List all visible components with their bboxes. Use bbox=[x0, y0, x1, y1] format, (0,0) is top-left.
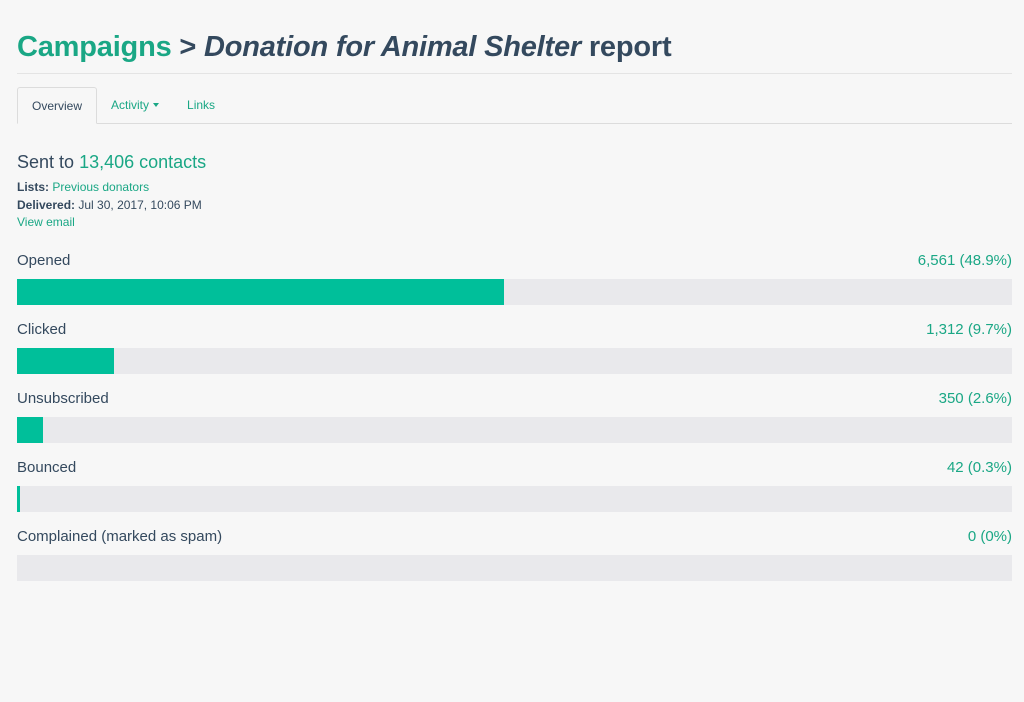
stat-value: 350 (2.6%) bbox=[938, 389, 1012, 407]
progress-fill bbox=[17, 278, 504, 305]
sent-count: 13,406 contacts bbox=[79, 152, 207, 172]
lists-row: Lists: Previous donators bbox=[17, 179, 1012, 197]
stat-value: 1,312 (9.7%) bbox=[926, 320, 1012, 338]
lists-label: Lists: bbox=[17, 180, 50, 194]
sent-summary: Sent to 13,406 contacts bbox=[17, 151, 1012, 173]
lists-link[interactable]: Previous donators bbox=[52, 180, 150, 194]
view-email-link[interactable]: View email bbox=[17, 215, 75, 229]
stat-label: Complained (marked as spam) bbox=[17, 527, 223, 545]
campaign-report-page: Campaigns > Donation for Animal Shelter … bbox=[17, 0, 1012, 596]
caret-down-icon bbox=[153, 102, 160, 107]
stat-bounced: Bounced 42 (0.3%) bbox=[17, 458, 1012, 527]
stat-complained: Complained (marked as spam) 0 (0%) bbox=[17, 527, 1012, 596]
progress-fill bbox=[17, 485, 20, 512]
stat-label: Opened bbox=[17, 251, 71, 269]
delivered-label: Delivered: bbox=[17, 197, 76, 212]
stat-label: Bounced bbox=[17, 458, 77, 476]
progress-fill bbox=[17, 416, 43, 443]
tab-activity[interactable]: Activity bbox=[97, 87, 173, 123]
breadcrumb-separator: > bbox=[179, 31, 197, 63]
page-title: Campaigns > Donation for Animal Shelter … bbox=[17, 0, 1012, 73]
tab-activity-label: Activity bbox=[111, 98, 150, 112]
tab-links[interactable]: Links bbox=[173, 87, 229, 123]
progress-track bbox=[17, 554, 1012, 581]
stat-label: Unsubscribed bbox=[17, 389, 109, 407]
progress-track bbox=[17, 278, 1012, 305]
delivered-value: Jul 30, 2017, 10:06 PM bbox=[78, 197, 202, 212]
stat-clicked: Clicked 1,312 (9.7%) bbox=[17, 320, 1012, 389]
stat-opened: Opened 6,561 (48.9%) bbox=[17, 251, 1012, 320]
stats-list: Opened 6,561 (48.9%) Clicked 1,312 (9.7%… bbox=[17, 251, 1012, 596]
progress-track bbox=[17, 347, 1012, 374]
stat-value: 0 (0%) bbox=[967, 527, 1012, 545]
title-suffix: report bbox=[588, 31, 672, 63]
sent-prefix: Sent to bbox=[17, 152, 75, 172]
stat-unsubscribed: Unsubscribed 350 (2.6%) bbox=[17, 389, 1012, 458]
stat-value: 42 (0.3%) bbox=[946, 458, 1012, 476]
title-divider bbox=[17, 73, 1012, 74]
stat-value: 6,561 (48.9%) bbox=[917, 251, 1012, 269]
delivered-row: Delivered: Jul 30, 2017, 10:06 PM bbox=[17, 197, 1012, 215]
report-tabs: Overview Activity Links bbox=[17, 86, 1012, 124]
progress-track bbox=[17, 416, 1012, 443]
tab-overview-label: Overview bbox=[32, 99, 83, 113]
campaign-name: Donation for Animal Shelter bbox=[203, 31, 581, 63]
tab-links-label: Links bbox=[187, 98, 216, 112]
progress-track bbox=[17, 485, 1012, 512]
campaign-meta: Lists: Previous donators Delivered: Jul … bbox=[17, 179, 1012, 232]
progress-fill bbox=[17, 347, 114, 374]
breadcrumb-campaigns-link[interactable]: Campaigns bbox=[17, 31, 172, 63]
tab-overview[interactable]: Overview bbox=[17, 87, 98, 124]
stat-label: Clicked bbox=[17, 320, 67, 338]
